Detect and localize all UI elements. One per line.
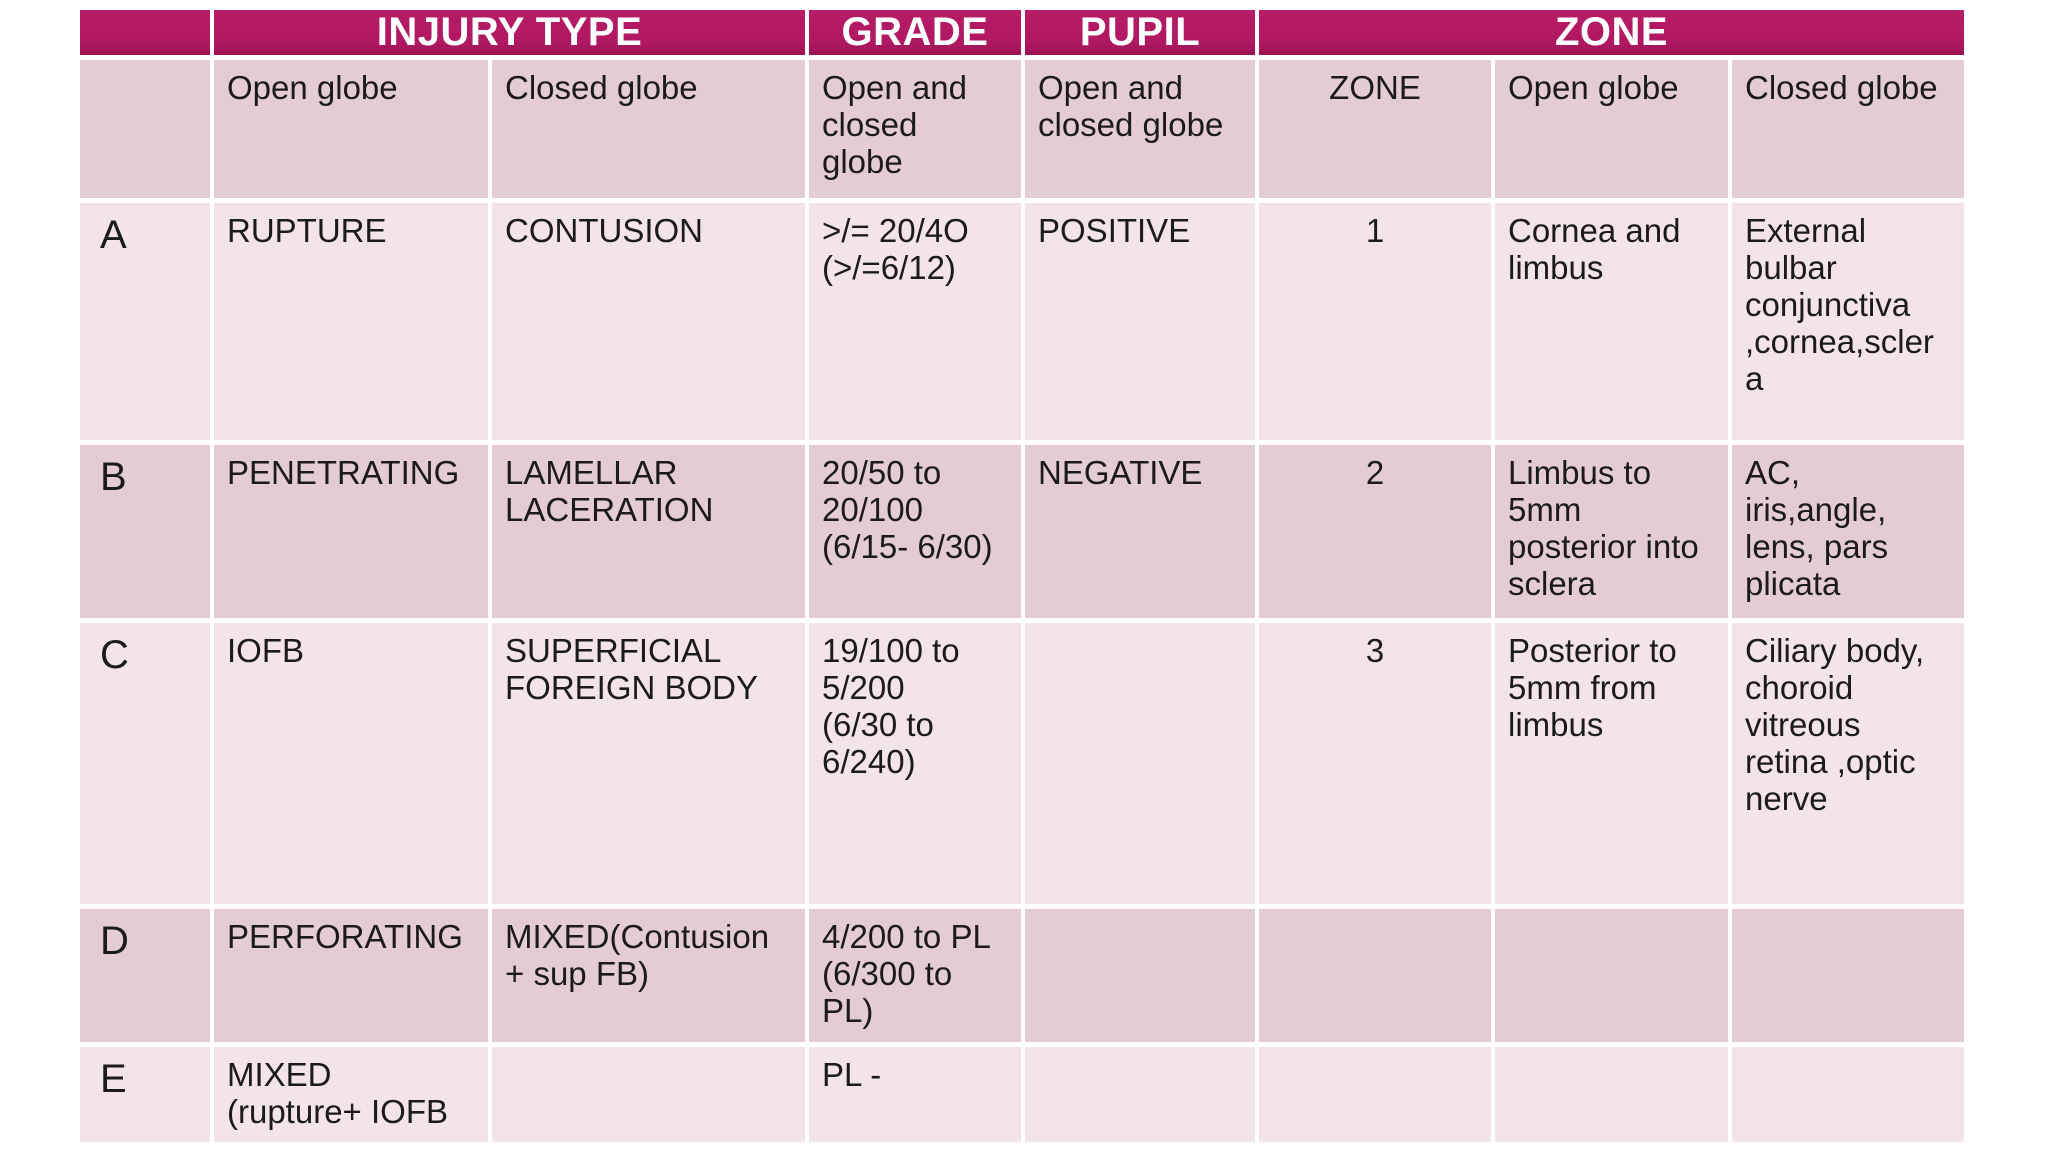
cell-b-grade: 20/50 to 20/100 (6/15- 6/30) bbox=[809, 445, 1021, 618]
cell-e-zone-open-globe bbox=[1495, 1047, 1728, 1142]
cell-a-closed-globe: CONTUSION bbox=[492, 203, 805, 440]
cell-b-zone-open-globe: Limbus to 5mm posterior into sclera bbox=[1495, 445, 1728, 618]
cell-e-zone bbox=[1259, 1047, 1491, 1142]
cell-a-zone-open-globe: Cornea and limbus bbox=[1495, 203, 1728, 440]
cell-a-pupil: POSITIVE bbox=[1025, 203, 1255, 440]
cell-d-pupil bbox=[1025, 909, 1255, 1042]
subheader-blank-cell bbox=[80, 60, 210, 198]
cell-a-zone-closed-globe: External bulbar conjunctiva ,cornea,scle… bbox=[1732, 203, 1964, 440]
row-letter-c: C bbox=[80, 623, 210, 904]
subheader-grade-scope: Open and closed globe bbox=[809, 60, 1021, 198]
subheader-zone-closed-globe: Closed globe bbox=[1732, 60, 1964, 198]
subheader-closed-globe: Closed globe bbox=[492, 60, 805, 198]
cell-c-pupil bbox=[1025, 623, 1255, 904]
cell-d-closed-globe: MIXED(Contusion + sup FB) bbox=[492, 909, 805, 1042]
cell-a-open-globe: RUPTURE bbox=[214, 203, 488, 440]
cell-b-closed-globe: LAMELLAR LACERATION bbox=[492, 445, 805, 618]
cell-b-pupil: NEGATIVE bbox=[1025, 445, 1255, 618]
header-blank-cell bbox=[80, 10, 210, 55]
subheader-zone-open-globe: Open globe bbox=[1495, 60, 1728, 198]
cell-c-zone-open-globe: Posterior to 5mm from limbus bbox=[1495, 623, 1728, 904]
header-injury-type: INJURY TYPE bbox=[214, 10, 805, 55]
subheader-open-globe: Open globe bbox=[214, 60, 488, 198]
cell-d-zone bbox=[1259, 909, 1491, 1042]
cell-d-zone-open-globe bbox=[1495, 909, 1728, 1042]
row-letter-e: E bbox=[80, 1047, 210, 1142]
cell-a-grade: >/= 20/4O (>/=6/12) bbox=[809, 203, 1021, 440]
row-letter-b: B bbox=[80, 445, 210, 618]
cell-c-closed-globe: SUPERFICIAL FOREIGN BODY bbox=[492, 623, 805, 904]
cell-b-open-globe: PENETRATING bbox=[214, 445, 488, 618]
cell-d-zone-closed-globe bbox=[1732, 909, 1964, 1042]
cell-e-pupil bbox=[1025, 1047, 1255, 1142]
subheader-zone: ZONE bbox=[1259, 60, 1491, 198]
cell-b-zone-closed-globe: AC, iris,angle, lens, pars plicata bbox=[1732, 445, 1964, 618]
cell-a-zone: 1 bbox=[1259, 203, 1491, 440]
ocular-trauma-classification-table: INJURY TYPE GRADE PUPIL ZONE Open globe … bbox=[80, 10, 1964, 1142]
cell-c-grade: 19/100 to 5/200 (6/30 to 6/240) bbox=[809, 623, 1021, 904]
cell-b-zone: 2 bbox=[1259, 445, 1491, 618]
cell-e-grade: PL - bbox=[809, 1047, 1021, 1142]
row-letter-a: A bbox=[80, 203, 210, 440]
cell-d-grade: 4/200 to PL (6/300 to PL) bbox=[809, 909, 1021, 1042]
row-letter-d: D bbox=[80, 909, 210, 1042]
header-zone: ZONE bbox=[1259, 10, 1964, 55]
cell-c-zone-closed-globe: Ciliary body, choroid vitreous retina ,o… bbox=[1732, 623, 1964, 904]
header-pupil: PUPIL bbox=[1025, 10, 1255, 55]
cell-c-zone: 3 bbox=[1259, 623, 1491, 904]
cell-c-open-globe: IOFB bbox=[214, 623, 488, 904]
cell-d-open-globe: PERFORATING bbox=[214, 909, 488, 1042]
cell-e-zone-closed-globe bbox=[1732, 1047, 1964, 1142]
cell-e-open-globe: MIXED (rupture+ IOFB bbox=[214, 1047, 488, 1142]
header-grade: GRADE bbox=[809, 10, 1021, 55]
subheader-pupil-scope: Open and closed globe bbox=[1025, 60, 1255, 198]
cell-e-closed-globe bbox=[492, 1047, 805, 1142]
